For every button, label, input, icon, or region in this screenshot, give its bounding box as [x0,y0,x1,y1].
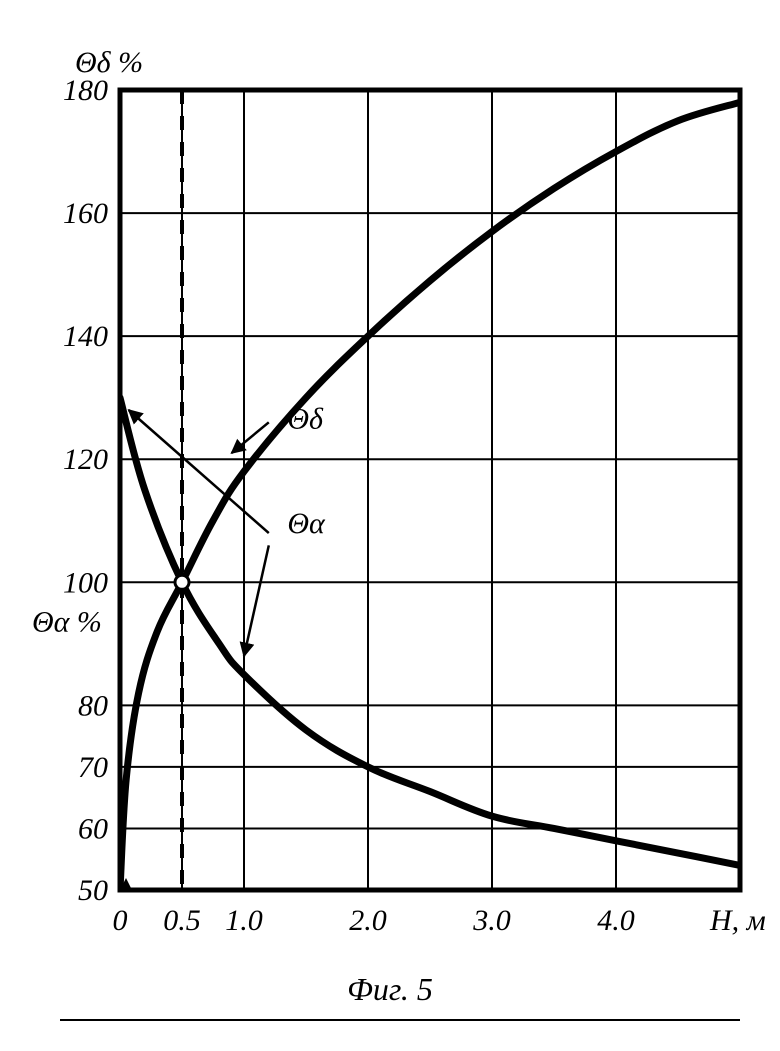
figure-caption: Фиг. 5 [347,971,433,1007]
ytick-label: 60 [78,812,108,845]
curve-theta_alpha [120,398,740,866]
annotation-arrow-1 [244,545,269,656]
ytick-label: 120 [63,443,108,476]
curve-theta_delta [120,102,740,890]
ytick-label: 50 [78,874,108,907]
xtick-label: 3.0 [472,904,511,937]
series-label-theta_alpha: Θα [287,507,326,540]
series-label-theta_delta: Θδ [287,402,324,435]
intersection-marker [175,575,189,589]
y-axis-label-top: Θδ % [75,46,143,79]
xtick-label: 4.0 [597,904,635,937]
ytick-label: 140 [63,320,108,353]
x-axis-label: Н, м [709,904,766,937]
ytick-label: 160 [63,197,108,230]
ytick-label: 80 [78,689,108,722]
xtick-label: 1.0 [225,904,263,937]
plot-frame [120,90,740,890]
xtick-label: 2.0 [349,904,387,937]
ytick-label: 100 [63,566,108,599]
grid [120,90,740,890]
ytick-label: 70 [78,751,108,784]
y-axis-label-mid: Θα % [32,606,102,639]
xtick-label: 0 [113,904,128,937]
xtick-label: 0.5 [163,904,201,937]
chart: ΘδΘα5060708010012014016018000.51.02.03.0… [0,0,780,1051]
